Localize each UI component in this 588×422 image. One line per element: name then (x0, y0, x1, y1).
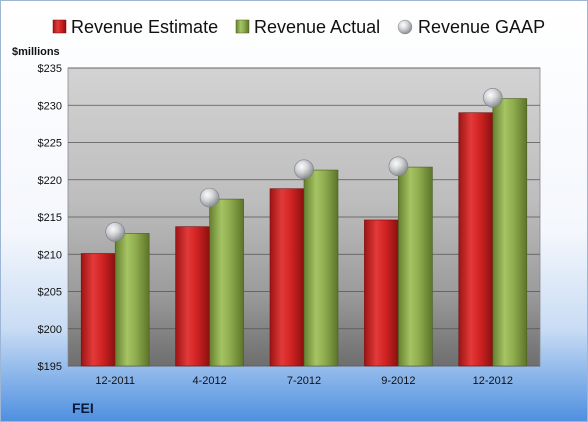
legend-swatch-revenue-actual (235, 19, 250, 34)
y-tick-label: $210 (38, 249, 62, 261)
bar-revenue-actual (209, 198, 244, 367)
bar-revenue-actual (398, 166, 433, 367)
x-tick-label: 12-2011 (95, 375, 135, 387)
y-tick-label: $235 (38, 63, 62, 75)
y-tick-label: $230 (38, 100, 62, 112)
x-tick-label: 9-2012 (381, 375, 415, 387)
y-tick-label: $215 (38, 212, 62, 224)
x-tick-label: 7-2012 (287, 375, 321, 387)
bar-revenue-estimate (458, 112, 494, 367)
legend-label-revenue-estimate: Revenue Estimate (71, 17, 218, 37)
y-tick-label: $220 (38, 175, 62, 187)
marker-revenue-gaap (105, 222, 125, 242)
y-axis-unit-label: $millions (12, 46, 60, 58)
bar-revenue-actual (492, 98, 528, 367)
plot-area: $195 $200 $205 $210 $215 $220 $225 $230 $235 12-2… (38, 63, 541, 387)
bar-revenue-estimate (269, 188, 305, 367)
x-tick-label: 4-2012 (192, 375, 226, 387)
marker-revenue-gaap (199, 187, 220, 208)
marker-revenue-gaap (482, 88, 503, 108)
bar-revenue-actual (114, 233, 150, 367)
legend-label-revenue-actual: Revenue Actual (254, 17, 380, 37)
x-tick-label: 12-2012 (473, 375, 513, 387)
bar-revenue-actual (303, 169, 339, 367)
bar-revenue-estimate (364, 219, 399, 367)
y-tick-label: $225 (38, 138, 62, 150)
marker-revenue-gaap (388, 156, 409, 177)
bar-revenue-estimate (80, 253, 116, 367)
y-tick-label: $195 (38, 361, 62, 373)
legend-swatch-revenue-gaap (397, 19, 413, 35)
y-tick-label: $205 (38, 287, 62, 299)
legend-swatch-revenue-estimate (52, 19, 67, 34)
legend-label-revenue-gaap: Revenue GAAP (418, 17, 545, 37)
marker-revenue-gaap (294, 159, 314, 180)
bar-revenue-estimate (175, 226, 210, 367)
company-label: FEI (72, 400, 94, 416)
y-tick-label: $200 (38, 324, 62, 336)
legend: Revenue Estimate Revenue Actual Revenue … (52, 17, 545, 37)
